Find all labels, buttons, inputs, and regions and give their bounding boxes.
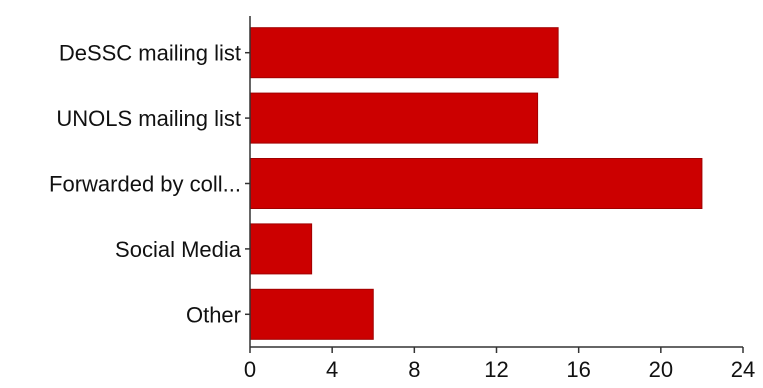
bar-forwarded-by-coll xyxy=(249,158,703,209)
x-tick-label-0: 0 xyxy=(244,357,256,382)
x-tick-label-16: 16 xyxy=(566,357,590,382)
x-tick-label-24: 24 xyxy=(731,357,755,382)
bar-social-media xyxy=(249,223,313,275)
x-tick-label-20: 20 xyxy=(649,357,673,382)
axis-layer xyxy=(245,16,744,353)
category-label-social-media: Social Media xyxy=(115,237,242,262)
x-tick-label-12: 12 xyxy=(484,357,508,382)
category-label-unols-mailing-list: UNOLS mailing list xyxy=(56,106,241,131)
labels-layer: DeSSC mailing list UNOLS mailing list Forw… xyxy=(49,41,755,382)
category-label-forwarded-by-coll: Forwarded by coll... xyxy=(49,172,241,197)
bar-dessc-mailing-list xyxy=(249,27,559,79)
bars-layer xyxy=(249,27,703,340)
x-tick-label-8: 8 xyxy=(408,357,420,382)
bar-other xyxy=(249,288,374,340)
category-label-dessc-mailing-list: DeSSC mailing list xyxy=(59,41,241,66)
x-tick-label-4: 4 xyxy=(326,357,338,382)
bar-unols-mailing-list xyxy=(249,92,539,144)
category-label-other: Other xyxy=(186,302,241,327)
